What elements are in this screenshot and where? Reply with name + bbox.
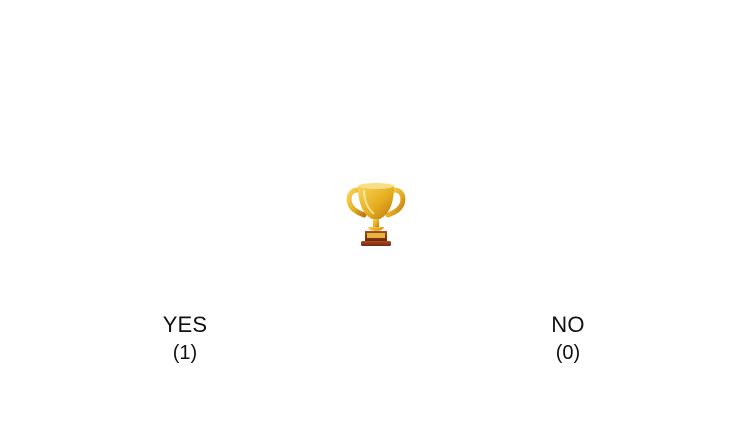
choice-yes-label: YES: [162, 312, 208, 337]
choice-no: NO (0): [508, 311, 628, 367]
choice-no-count: (0): [555, 342, 581, 364]
choice-yes-count: (1): [172, 342, 198, 364]
trophy-icon: [344, 180, 408, 248]
trophy-icon-graphic: [346, 183, 406, 246]
choice-yes: YES (1): [125, 311, 245, 367]
choice-no-label: NO: [551, 312, 585, 337]
